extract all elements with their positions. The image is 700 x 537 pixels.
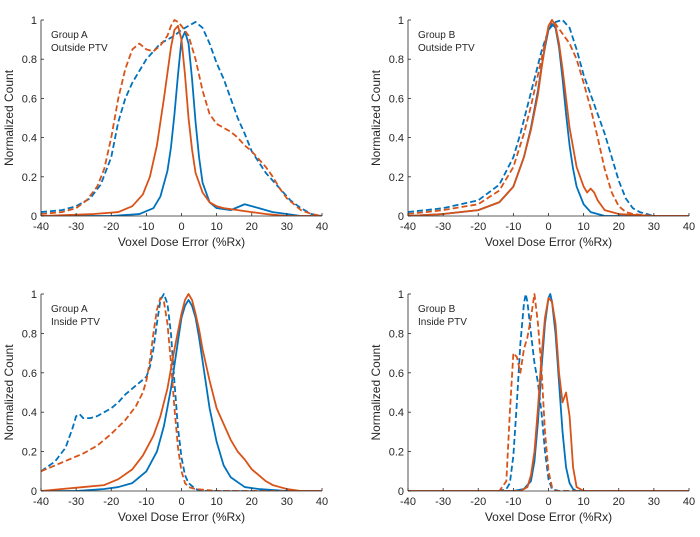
series-line-orange-dashed <box>41 297 322 491</box>
y-tick-label: 0.4 <box>22 407 37 419</box>
y-tick-label: 1 <box>31 15 37 27</box>
y-tick-label: 0.4 <box>389 407 404 419</box>
y-tick-label: 0.6 <box>389 368 404 380</box>
y-axis-label: Normalized Count <box>369 344 383 441</box>
series-line-orange-dashed <box>408 19 689 216</box>
x-tick-label: -40 <box>400 221 416 233</box>
series-line-orange-solid <box>408 297 689 491</box>
x-tick-label: -30 <box>68 496 84 508</box>
y-tick-label: 0.8 <box>389 328 404 340</box>
series-line-blue-solid <box>41 30 322 216</box>
panel-bottom-left: -40 -30 -20 -10 0 10 20 30 40 0 0.2 0.4 0.6 0.8 1 Voxel… <box>2 289 328 524</box>
y-tick-label: 0 <box>398 486 404 498</box>
y-tick-label: 0.6 <box>22 93 37 105</box>
panel-bottom-right: -40 -30 -20 -10 0 10 20 30 40 0 0.2 0.4 0.6 0.8 1 Voxel… <box>369 289 695 524</box>
series-line-blue-dashed <box>408 19 689 216</box>
y-tick-label: 1 <box>31 289 37 301</box>
series-line-blue-dashed <box>41 21 322 216</box>
series-line-orange-dashed <box>408 293 689 491</box>
y-tick-label: 0.2 <box>389 447 404 459</box>
y-tick-label: 0 <box>31 211 37 223</box>
x-tick-label: 40 <box>316 496 328 508</box>
y-tick-label: 0.4 <box>22 133 37 145</box>
y-tick-label: 0.6 <box>389 93 404 105</box>
x-tick-label: -10 <box>138 221 154 233</box>
y-axis-label: Normalized Count <box>2 69 16 166</box>
y-tick-label: 0 <box>398 211 404 223</box>
x-axis-label: Voxel Dose Error (%Rx) <box>485 235 612 249</box>
x-tick-label: -20 <box>470 496 486 508</box>
y-tick-label: 0 <box>31 486 37 498</box>
series-line-orange-dashed <box>41 19 322 216</box>
x-axis-label: Voxel Dose Error (%Rx) <box>118 510 245 524</box>
series-line-blue-solid <box>41 299 322 491</box>
x-tick-label: 30 <box>281 221 293 233</box>
y-tick-label: 0.4 <box>389 133 404 145</box>
x-tick-label: -20 <box>470 221 486 233</box>
y-tick-label: 0.8 <box>22 54 37 66</box>
x-tick-label: 30 <box>648 221 660 233</box>
x-tick-label: -30 <box>68 221 84 233</box>
y-tick-label: 0.8 <box>389 54 404 66</box>
x-tick-label: 40 <box>683 221 695 233</box>
x-tick-label: -40 <box>33 496 49 508</box>
x-tick-label: 0 <box>545 221 551 233</box>
x-tick-label: 10 <box>578 496 590 508</box>
y-tick-label: 0.2 <box>22 172 37 184</box>
series-line-orange-solid <box>41 293 322 491</box>
panel-annotation: Outside PTV <box>51 43 108 54</box>
x-tick-label: 10 <box>578 221 590 233</box>
x-tick-label: 40 <box>683 496 695 508</box>
x-tick-label: -30 <box>435 221 451 233</box>
y-axis-label: Normalized Count <box>2 344 16 441</box>
series-line-orange-solid <box>41 24 322 216</box>
x-tick-label: 0 <box>178 221 184 233</box>
x-tick-label: -40 <box>33 221 49 233</box>
panel-annotation: Inside PTV <box>418 317 467 328</box>
x-axis-label: Voxel Dose Error (%Rx) <box>118 235 245 249</box>
x-tick-label: -10 <box>505 496 521 508</box>
series-line-blue-dashed <box>41 293 322 491</box>
x-axis-label: Voxel Dose Error (%Rx) <box>485 510 612 524</box>
y-tick-label: 0.2 <box>22 447 37 459</box>
series-line-blue-dashed <box>408 293 689 491</box>
x-tick-label: -40 <box>400 496 416 508</box>
x-tick-label: 10 <box>211 221 223 233</box>
x-tick-label: 20 <box>246 496 258 508</box>
x-tick-label: 40 <box>316 221 328 233</box>
x-tick-label: -30 <box>435 496 451 508</box>
panel-annotation: Outside PTV <box>418 43 475 54</box>
panel-annotation: Inside PTV <box>51 317 100 328</box>
x-tick-label: 0 <box>545 496 551 508</box>
y-tick-label: 0.8 <box>22 328 37 340</box>
y-axis-label: Normalized Count <box>369 69 383 166</box>
y-tick-label: 1 <box>398 289 404 301</box>
x-tick-label: -20 <box>103 221 119 233</box>
series-line-blue-solid <box>408 293 689 491</box>
x-tick-label: 30 <box>281 496 293 508</box>
panel-annotation: Group A <box>51 30 88 41</box>
panel-annotation: Group A <box>51 304 88 315</box>
x-tick-label: 20 <box>613 496 625 508</box>
panel-annotation: Group B <box>418 304 456 315</box>
x-tick-label: 0 <box>178 496 184 508</box>
panel-top-right: -40 -30 -20 -10 0 10 20 30 40 0 0.2 0.4 0.6 0.8 1 Voxel… <box>369 15 695 249</box>
x-tick-label: -10 <box>138 496 154 508</box>
panel-top-left: -40 -30 -20 -10 0 10 20 30 40 0 0.2 0.4 0.6 0.8 1 Voxel… <box>2 15 328 249</box>
x-tick-label: -10 <box>505 221 521 233</box>
x-tick-label: 30 <box>648 496 660 508</box>
panel-annotation: Group B <box>418 30 456 41</box>
y-tick-label: 0.2 <box>389 172 404 184</box>
x-tick-label: 20 <box>613 221 625 233</box>
y-tick-label: 0.6 <box>22 368 37 380</box>
y-tick-label: 1 <box>398 15 404 27</box>
x-tick-label: -20 <box>103 496 119 508</box>
x-tick-label: 20 <box>246 221 258 233</box>
series-line-orange-solid <box>408 19 689 216</box>
x-tick-label: 10 <box>211 496 223 508</box>
